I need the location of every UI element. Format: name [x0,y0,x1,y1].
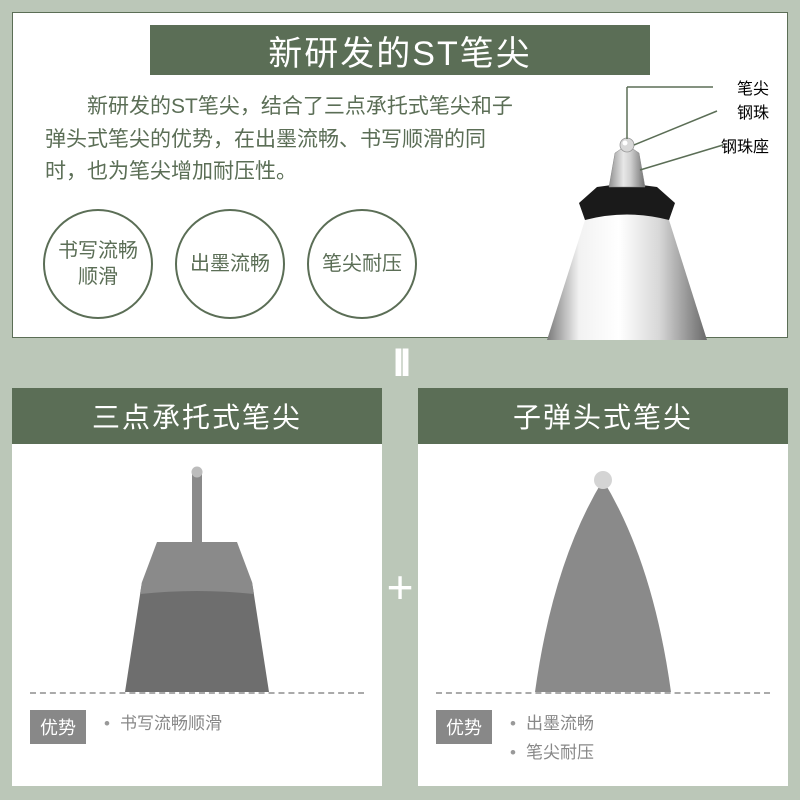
feature-circle-2: 出墨流畅 [175,209,285,319]
advantage-badge: 优势 [436,710,492,744]
annotation-tip: 笔尖 [737,75,769,99]
main-title: 新研发的ST笔尖 [150,25,650,75]
annotation-ball: 钢珠 [737,99,769,123]
left-advantage-row: 优势 书写流畅顺滑 [12,694,382,744]
annotation-seat: 钢珠座 [721,133,769,157]
right-advantage-list: 出墨流畅 笔尖耐压 [510,710,594,768]
feature-circles: 书写流畅 顺滑 出墨流畅 笔尖耐压 [43,209,417,319]
left-advantage-list: 书写流畅顺滑 [104,710,222,739]
list-item: 笔尖耐压 [510,739,594,768]
right-tip-illustration [436,444,770,694]
advantage-badge: 优势 [30,710,86,744]
list-item: 书写流畅顺滑 [104,710,222,739]
plus-symbol: + [387,560,414,614]
list-item: 出墨流畅 [510,710,594,739]
left-panel: 三点承托式笔尖 优势 书写流畅顺滑 [12,388,382,786]
right-title: 子弹头式笔尖 [418,388,788,444]
description-text: 新研发的ST笔尖，结合了三点承托式笔尖和子弹头式笔尖的优势，在出墨流畅、书写顺滑… [45,91,525,189]
top-panel: 新研发的ST笔尖 新研发的ST笔尖，结合了三点承托式笔尖和子弹头式笔尖的优势，在… [12,12,788,338]
left-title: 三点承托式笔尖 [12,388,382,444]
feature-circle-3: 笔尖耐压 [307,209,417,319]
pen-tip-illustration: 笔尖 钢珠 钢珠座 [527,75,787,340]
right-panel: 子弹头式笔尖 优势 出墨流畅 笔尖耐压 [418,388,788,786]
right-advantage-row: 优势 出墨流畅 笔尖耐压 [418,694,788,768]
feature-circle-1: 书写流畅 顺滑 [43,209,153,319]
left-tip-illustration [30,444,364,694]
equals-symbol: II [393,341,407,386]
